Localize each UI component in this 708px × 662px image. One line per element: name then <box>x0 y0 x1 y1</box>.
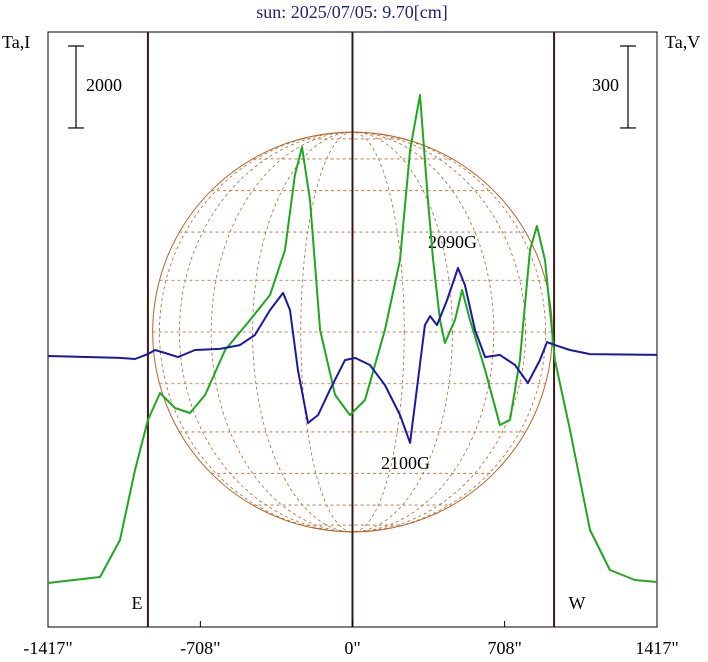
annotation: 2090G <box>428 232 477 252</box>
y-axis-label: Ta,I <box>2 32 30 52</box>
meridian <box>210 131 495 533</box>
meridian <box>300 131 405 533</box>
series-line <box>47 267 658 444</box>
x-tick-label: -708" <box>180 638 220 658</box>
limb-label: W <box>569 593 586 613</box>
scale-bar-label: 2000 <box>86 75 122 95</box>
x-tick-label: -1417" <box>23 638 72 658</box>
chart-title: sun: 2025/07/05: 9.70[cm] <box>256 2 448 22</box>
limb-label: E <box>132 593 143 613</box>
scale-bar-label: 300 <box>592 75 619 95</box>
x-tick-label: 1417" <box>635 638 678 658</box>
x-tick-label: 0" <box>344 638 360 658</box>
x-tick-label: 708" <box>487 638 521 658</box>
annotation: 2100G <box>381 453 430 473</box>
y2-axis-label: Ta,V <box>665 32 700 52</box>
series-line <box>47 94 658 584</box>
